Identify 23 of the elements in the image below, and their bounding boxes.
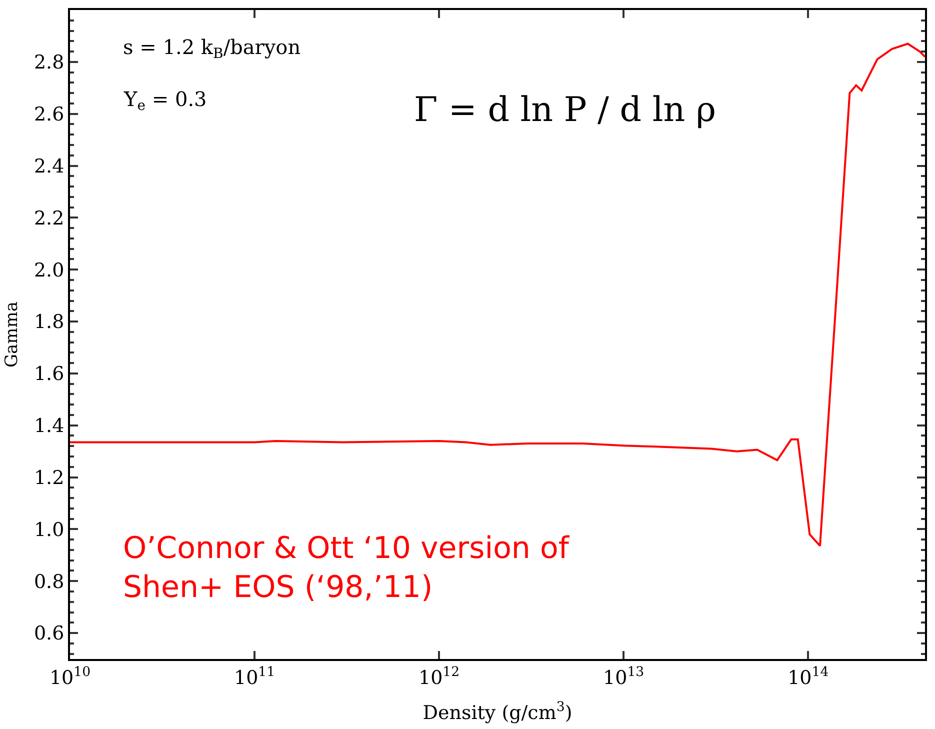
x-tick-label: 10$^{12}$ bbox=[418, 664, 460, 689]
y-tick-label: 2.6 bbox=[34, 103, 64, 126]
y-tick-label: 2.2 bbox=[34, 207, 64, 230]
annotation: O’Connor & Ott ‘10 version of Shen+ EOS (‘98,’11) bbox=[123, 531, 570, 605]
x-tick-label: 10$^{10}$ bbox=[49, 664, 91, 689]
y-axis-title: Gamma bbox=[2, 301, 22, 368]
y-tick-label: 0.8 bbox=[34, 570, 64, 593]
x-tick-label: 10$^{14}$ bbox=[788, 664, 829, 689]
annotation: Γ = d ln P / d ln ρ bbox=[414, 90, 716, 130]
x-tick-label: 10$^{13}$ bbox=[603, 664, 644, 689]
x-axis-title: Density (g/cm$^{3}$) bbox=[422, 700, 572, 724]
y-tick-label: 2.4 bbox=[34, 155, 64, 178]
y-tick-label: 2.8 bbox=[34, 52, 64, 74]
y-tick-label: 1.4 bbox=[34, 415, 64, 438]
y-tick-label: 1.8 bbox=[34, 311, 64, 334]
y-tick-label: 0.6 bbox=[34, 622, 64, 645]
y-tick-label: 1.2 bbox=[34, 466, 64, 489]
annotation: Y$_{e}$ = 0.3 bbox=[123, 87, 207, 114]
y-tick-label: 1.6 bbox=[34, 363, 64, 386]
y-tick-label: 1.0 bbox=[34, 518, 64, 541]
annotation: s = 1.2 k$_{B}$/baryon bbox=[123, 35, 301, 62]
y-tick-label: 2.0 bbox=[34, 259, 64, 282]
x-tick-label: 10$^{11}$ bbox=[234, 664, 276, 689]
